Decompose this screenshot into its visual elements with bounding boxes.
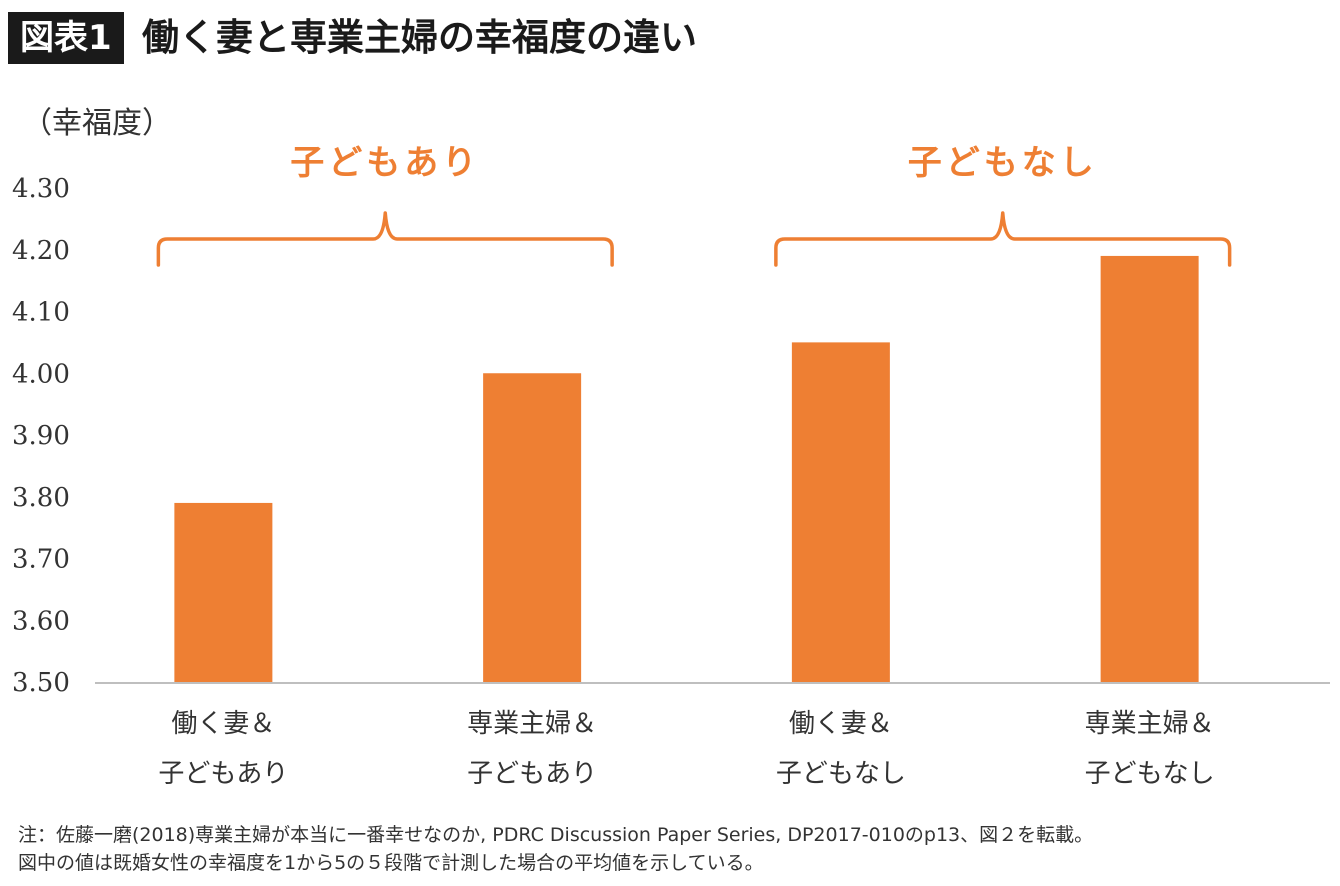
footnote-source: 注：佐藤一磨(2018)専業主婦が本当に一番幸せなのか, PDRC Discus… xyxy=(18,824,1094,846)
x-category-label: 専業主婦＆ xyxy=(1085,709,1215,739)
x-category-label: 専業主婦＆ xyxy=(467,709,597,739)
x-category-label: 働く妻＆ xyxy=(171,709,275,739)
bar xyxy=(791,342,890,682)
y-tick-label: 4.00 xyxy=(12,359,70,389)
bar xyxy=(174,502,273,682)
y-tick-label: 3.70 xyxy=(12,545,70,575)
group-label: 子どもあり xyxy=(290,143,480,183)
x-category-label: 子どもあり xyxy=(158,759,288,789)
y-axis-label: （幸福度） xyxy=(22,106,172,141)
group-brace xyxy=(156,211,614,267)
y-tick-label: 3.50 xyxy=(12,668,70,698)
y-tick-label: 4.20 xyxy=(12,236,70,266)
x-category-label: 子どもあり xyxy=(467,759,597,789)
group-label: 子どもなし xyxy=(908,143,1098,183)
page-title: 働く妻と専業主婦の幸福度の違い xyxy=(142,16,697,59)
y-tick-label: 4.10 xyxy=(12,298,70,328)
x-category-label: 子どもなし xyxy=(776,759,906,789)
figure-badge: 図表1 xyxy=(8,12,124,64)
x-category-label: 働く妻＆ xyxy=(789,709,893,739)
y-tick-label: 3.90 xyxy=(12,421,70,451)
footnote-description: 図中の値は既婚女性の幸福度を1から5の５段階で計測した場合の平均値を示している。 xyxy=(18,852,764,874)
y-tick-label: 3.80 xyxy=(12,483,70,513)
group-brace xyxy=(774,211,1232,267)
y-tick-label: 4.30 xyxy=(12,174,70,204)
bar xyxy=(1100,255,1199,683)
bar xyxy=(483,373,582,682)
y-tick-label: 3.60 xyxy=(12,606,70,636)
x-category-label: 子どもなし xyxy=(1085,759,1215,789)
